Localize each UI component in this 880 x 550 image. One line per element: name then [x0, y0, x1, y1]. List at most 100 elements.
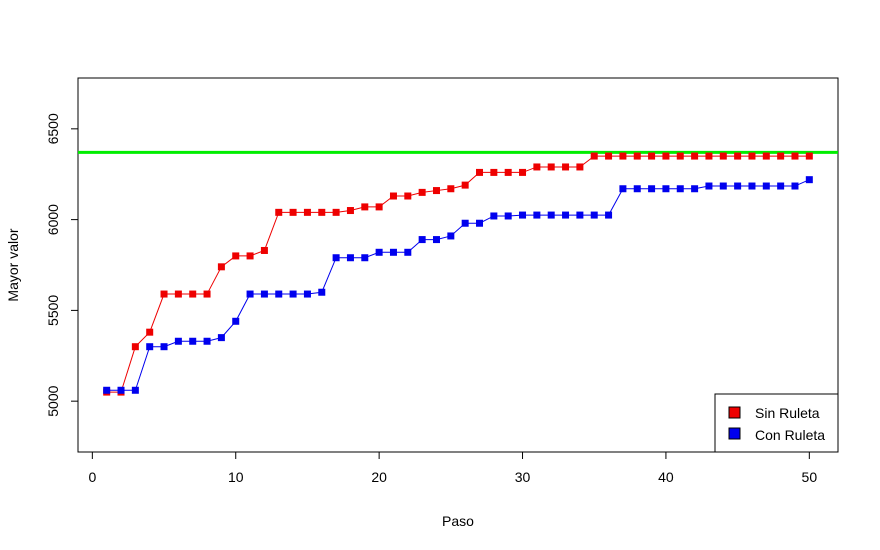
data-point — [447, 232, 455, 240]
data-point — [791, 152, 799, 160]
data-point — [719, 152, 727, 160]
data-point — [260, 290, 268, 298]
x-tick-label: 40 — [658, 469, 674, 485]
data-point — [289, 290, 297, 298]
legend-swatch-con-ruleta — [728, 427, 741, 440]
data-point — [547, 163, 555, 171]
data-point — [346, 207, 354, 215]
data-point — [332, 208, 340, 216]
data-point — [633, 185, 641, 193]
data-point — [676, 152, 684, 160]
data-point — [590, 211, 598, 219]
data-point — [461, 219, 469, 227]
y-axis-label: Mayor valor — [5, 228, 21, 301]
data-point — [289, 208, 297, 216]
data-point — [389, 192, 397, 200]
data-point — [762, 182, 770, 190]
data-point — [203, 290, 211, 298]
data-point — [275, 290, 283, 298]
data-point — [476, 168, 484, 176]
data-point — [447, 185, 455, 193]
data-point — [619, 185, 627, 193]
data-point — [648, 185, 656, 193]
data-point — [318, 288, 326, 296]
data-point — [576, 211, 584, 219]
axes: 0 10 20 30 40 50 5000 5500 6000 6500 — [45, 113, 817, 485]
data-point — [490, 212, 498, 220]
data-point — [275, 208, 283, 216]
data-point — [605, 211, 613, 219]
data-point — [375, 203, 383, 211]
data-point — [174, 290, 182, 298]
data-point — [748, 182, 756, 190]
data-point — [246, 252, 254, 260]
data-point — [260, 246, 268, 254]
data-point — [590, 152, 598, 160]
data-point — [189, 337, 197, 345]
x-tick-label: 50 — [802, 469, 818, 485]
data-point — [117, 386, 125, 394]
data-point — [146, 343, 154, 351]
series-group — [103, 152, 813, 396]
y-tick-label: 6500 — [45, 113, 61, 144]
data-point — [719, 182, 727, 190]
data-point — [103, 386, 111, 394]
data-point — [805, 152, 813, 160]
data-point — [131, 343, 139, 351]
data-point — [232, 252, 240, 260]
data-point — [232, 317, 240, 325]
data-point — [461, 181, 469, 189]
data-point — [605, 152, 613, 160]
data-point — [361, 254, 369, 262]
data-point — [519, 168, 527, 176]
data-point — [762, 152, 770, 160]
data-point — [418, 188, 426, 196]
data-point — [404, 248, 412, 256]
x-tick-label: 30 — [515, 469, 531, 485]
data-point — [174, 337, 182, 345]
data-point — [160, 343, 168, 351]
legend-label-sin-ruleta: Sin Ruleta — [755, 405, 820, 421]
data-point — [375, 248, 383, 256]
data-point — [504, 168, 512, 176]
data-point — [777, 182, 785, 190]
data-point — [648, 152, 656, 160]
data-point — [576, 163, 584, 171]
data-point — [691, 185, 699, 193]
data-point — [662, 185, 670, 193]
legend-swatch-sin-ruleta — [728, 406, 741, 419]
data-point — [519, 211, 527, 219]
data-point — [734, 152, 742, 160]
data-point — [633, 152, 641, 160]
data-point — [303, 290, 311, 298]
data-point — [533, 163, 541, 171]
data-point — [432, 236, 440, 244]
x-tick-label: 0 — [88, 469, 96, 485]
data-point — [146, 328, 154, 336]
data-point — [303, 208, 311, 216]
data-point — [662, 152, 670, 160]
data-point — [318, 208, 326, 216]
data-point — [705, 152, 713, 160]
data-point — [246, 290, 254, 298]
data-point — [791, 182, 799, 190]
data-point — [504, 212, 512, 220]
data-point — [490, 168, 498, 176]
data-point — [131, 386, 139, 394]
data-point — [805, 176, 813, 184]
data-point — [533, 211, 541, 219]
data-point — [432, 187, 440, 195]
data-point — [734, 182, 742, 190]
data-point — [777, 152, 785, 160]
data-point — [562, 163, 570, 171]
data-point — [217, 334, 225, 342]
data-point — [619, 152, 627, 160]
data-point — [346, 254, 354, 262]
data-point — [389, 248, 397, 256]
data-point — [203, 337, 211, 345]
x-axis-label: Paso — [442, 513, 474, 529]
data-point — [418, 236, 426, 244]
data-point — [476, 219, 484, 227]
series-line — [106, 155, 810, 393]
